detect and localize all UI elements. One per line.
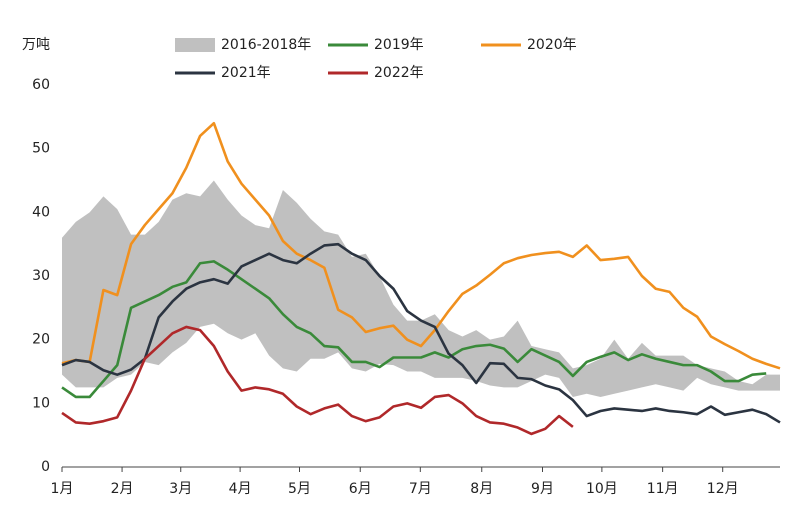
x-tick-label: 3月 bbox=[169, 481, 192, 497]
x-tick-label: 1月 bbox=[51, 481, 74, 497]
x-tick-label: 9月 bbox=[531, 481, 554, 497]
legend-label: 2020年 bbox=[527, 37, 577, 53]
legend-label: 2021年 bbox=[221, 65, 271, 81]
y-tick-label: 40 bbox=[32, 204, 50, 220]
series-line bbox=[61, 260, 767, 399]
y-tick-label: 60 bbox=[32, 77, 50, 93]
y-axis-label: 万吨 bbox=[22, 37, 50, 53]
legend-label: 2019年 bbox=[374, 37, 424, 53]
legend-swatch bbox=[175, 38, 215, 52]
x-tick-label: 11月 bbox=[647, 481, 679, 497]
legend-label: 2022年 bbox=[374, 65, 424, 81]
x-tick-label: 2月 bbox=[111, 481, 134, 497]
y-tick-label: 0 bbox=[41, 459, 50, 475]
y-tick-label: 50 bbox=[32, 141, 50, 157]
y-tick-label: 30 bbox=[32, 268, 50, 284]
range-band bbox=[62, 180, 780, 397]
x-tick-label: 8月 bbox=[470, 481, 493, 497]
x-tick-label: 5月 bbox=[288, 481, 311, 497]
x-tick-label: 10月 bbox=[586, 481, 618, 497]
legend-label: 2016-2018年 bbox=[221, 37, 311, 53]
y-tick-label: 10 bbox=[32, 395, 50, 411]
x-tick-label: 7月 bbox=[409, 481, 432, 497]
series-line bbox=[61, 325, 574, 436]
series-line bbox=[61, 121, 781, 370]
x-tick-label: 12月 bbox=[707, 481, 739, 497]
y-tick-label: 20 bbox=[32, 332, 50, 348]
x-tick-label: 6月 bbox=[349, 481, 372, 497]
series-line bbox=[61, 242, 781, 424]
x-tick-label: 4月 bbox=[229, 481, 252, 497]
